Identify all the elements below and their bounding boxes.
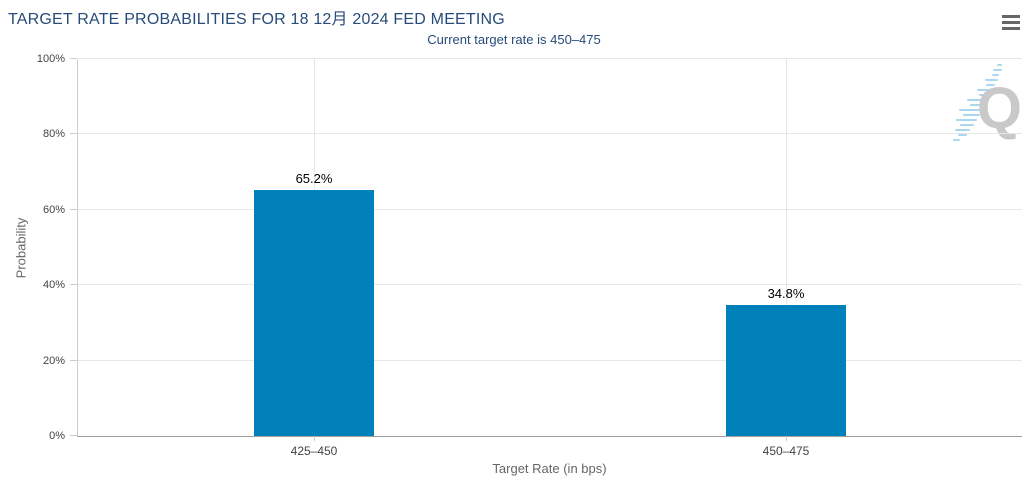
y-axis-tick (70, 284, 77, 286)
y-axis-tick (70, 58, 77, 59)
y-axis-tick-label: 0% (49, 430, 65, 442)
y-axis-tick-label: 60% (42, 203, 65, 216)
quikstrike-watermark-logo: Q (949, 60, 1024, 148)
bar-425–450[interactable] (254, 190, 374, 436)
bar-450–475[interactable] (726, 304, 846, 436)
y-axis-tick-label: 20% (42, 354, 65, 367)
y-gridline (78, 284, 1022, 286)
x-gridline (786, 59, 787, 436)
y-gridline (78, 133, 1022, 135)
y-axis-tick (70, 435, 77, 436)
watermark-dashes-icon (953, 64, 1002, 141)
y-gridline (78, 359, 1022, 361)
watermark-q-letter: Q (976, 76, 1022, 141)
y-axis-tick-label: 80% (42, 128, 65, 141)
x-axis-tick-label: 450–475 (762, 444, 810, 458)
y-axis-tick (70, 359, 77, 361)
bar-value-label: 65.2% (295, 171, 333, 187)
y-axis-title: Probability (13, 217, 29, 279)
chart-title: TARGET RATE PROBABILITIES FOR 18 12月 202… (8, 11, 505, 28)
y-gridline (78, 58, 1022, 59)
x-axis-title: Target Rate (in bps) (492, 461, 607, 476)
y-axis-tick-label: 100% (36, 53, 65, 65)
chart-subtitle: Current target rate is 450–475 (427, 32, 601, 47)
x-axis-tick (786, 436, 787, 441)
plot-area: Q 0% 20% 40% 60% 80% 100% 65.2% 425–450 34.8% 450… (37, 53, 1024, 458)
y-axis-tick (70, 133, 77, 135)
hamburger-icon (1002, 26, 1020, 30)
y-gridline (78, 208, 1022, 210)
y-axis-tick-label: 40% (42, 279, 65, 292)
hamburger-icon (1002, 20, 1020, 24)
bar-value-label: 34.8% (767, 285, 805, 301)
y-axis-tick (70, 208, 77, 210)
x-axis-tick (314, 436, 315, 441)
hamburger-icon (1002, 14, 1020, 18)
x-axis-tick-label: 425–450 (290, 444, 338, 458)
chart-context-menu-button[interactable] (1000, 11, 1022, 33)
